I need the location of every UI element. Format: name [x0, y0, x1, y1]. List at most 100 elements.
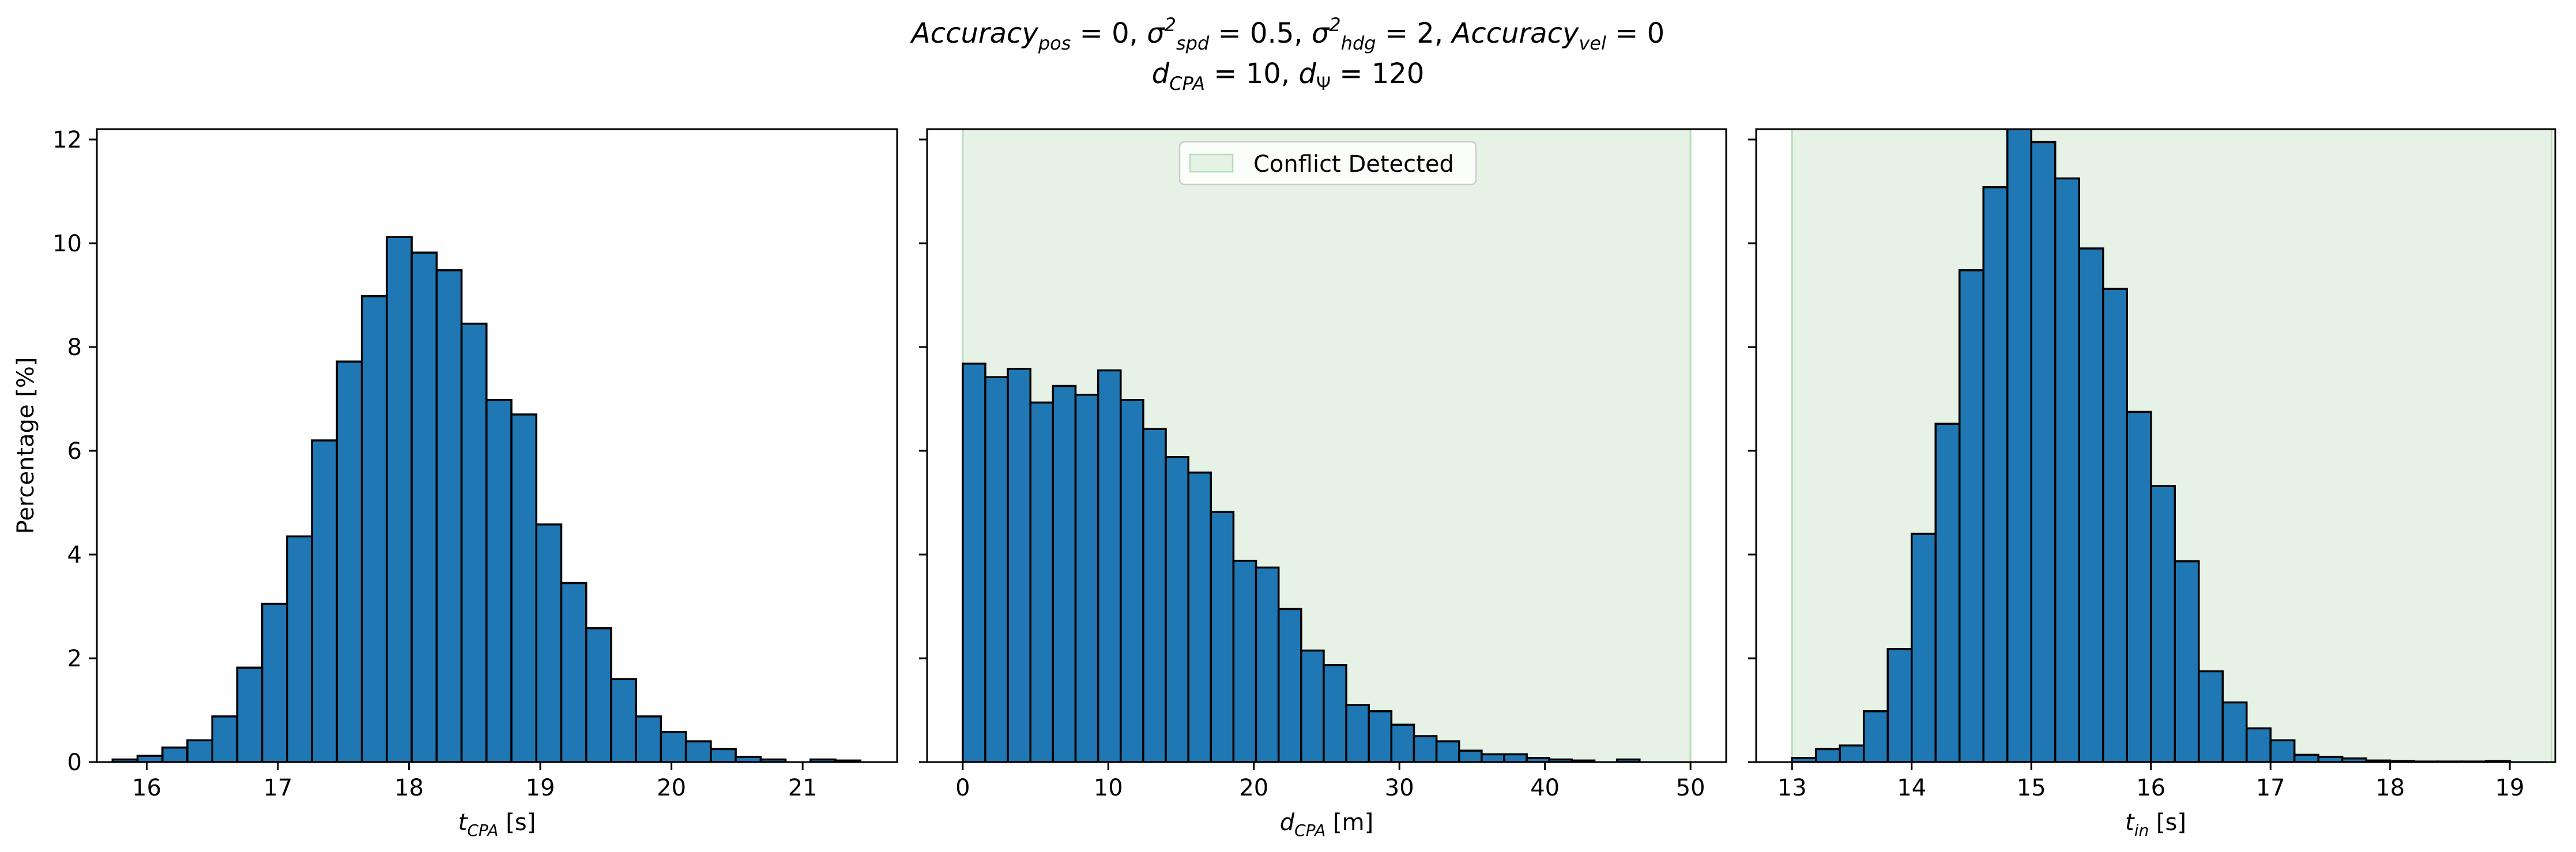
- histogram-bar: [510, 413, 538, 762]
- histogram-bar: [1007, 368, 1031, 762]
- histogram-bar: [535, 523, 563, 762]
- histogram-bar: [1300, 649, 1325, 762]
- histogram-bar: [660, 731, 687, 762]
- panel-tcpa-histogram: 16 17 18 19 20 21 0 2 4 6 8 10 12 tCPA [s] Percentage …: [13, 127, 898, 840]
- panel-dcpa-histogram: 0 10 20 30 40 50 dCPA [m] Conflict Detected: [919, 128, 1727, 840]
- histogram-bar: [635, 715, 662, 762]
- axes-frame: [926, 128, 1727, 763]
- histogram-bar: [684, 740, 712, 762]
- histogram-bar: [386, 236, 413, 762]
- histogram-bar: [1413, 735, 1438, 762]
- x-tick-label: 15: [2017, 775, 2046, 801]
- histogram-bar: [2078, 247, 2104, 762]
- x-tick-label: 19: [526, 775, 555, 801]
- histogram-bar: [236, 666, 263, 762]
- legend-swatch: [1189, 153, 1234, 173]
- y-tick-label: 12: [52, 127, 82, 153]
- histogram-bar: [2197, 670, 2224, 762]
- x-axis-label: tCPA [s]: [458, 809, 536, 840]
- histogram-bar: [1615, 758, 1641, 762]
- histogram-bar: [1934, 423, 1961, 762]
- histogram-bar: [984, 376, 1009, 762]
- y-tick-label: 6: [67, 438, 82, 465]
- histogram-bar: [460, 322, 488, 762]
- histogram-bar: [1886, 648, 1913, 762]
- histogram-bar: [136, 755, 164, 762]
- histogram-bar: [1958, 269, 1984, 762]
- histogram-bar: [1074, 394, 1099, 762]
- x-tick-label: 40: [1530, 775, 1560, 801]
- x-tick-label: 17: [2256, 775, 2285, 801]
- x-tick-label: 10: [1094, 775, 1123, 801]
- legend: Conflict Detected: [1178, 141, 1477, 186]
- histogram-bar: [1187, 472, 1212, 762]
- plot-area: [962, 129, 1692, 762]
- figure-title-line2: dCPA = 10, dΨ = 120: [1152, 58, 1425, 95]
- histogram-bar: [1277, 608, 1302, 762]
- x-tick-label: 0: [955, 775, 970, 801]
- axes-frame: [1755, 128, 2556, 763]
- histogram-bar: [1503, 753, 1528, 762]
- histogram-bar: [261, 602, 288, 762]
- x-tick-label: 16: [132, 775, 161, 801]
- histogram-bar: [1458, 749, 1483, 762]
- x-tick-label: 14: [1897, 775, 1926, 801]
- histogram-bar: [610, 678, 637, 762]
- histogram-bar: [2174, 560, 2200, 762]
- histogram-bar: [1210, 511, 1235, 762]
- histogram-bar: [435, 269, 463, 762]
- histogram-bar: [1097, 369, 1122, 762]
- histogram-bar: [2293, 753, 2319, 762]
- histogram-bar: [2269, 739, 2296, 762]
- histogram-bar: [2030, 141, 2057, 762]
- histogram-bar: [211, 715, 239, 762]
- histogram-bar: [1910, 533, 1937, 762]
- histogram-bar: [2126, 410, 2152, 762]
- histogram-bar: [2006, 129, 2032, 762]
- x-axis-label: dCPA [m]: [1280, 809, 1373, 840]
- y-axis-label: Percentage [%]: [13, 357, 39, 534]
- panel-tin-histogram: 13 14 15 16 17 18 19 tin [s]: [1748, 128, 2556, 840]
- y-tick-label: 0: [67, 749, 82, 776]
- y-tick-label: 2: [67, 646, 82, 672]
- x-tick-label: 18: [394, 775, 424, 801]
- x-tick-label: 16: [2136, 775, 2166, 801]
- x-tick-label: 50: [1676, 775, 1705, 801]
- histogram-bar: [1368, 710, 1393, 762]
- x-tick-label: 13: [1777, 775, 1807, 801]
- histogram-bar: [759, 758, 787, 762]
- histogram-bar: [1142, 428, 1167, 762]
- histogram-bar: [161, 747, 189, 762]
- histogram-bar: [560, 582, 587, 762]
- histogram-bar: [1814, 748, 1841, 762]
- x-tick-label: 21: [788, 775, 818, 801]
- histogram-bar: [1862, 710, 1889, 762]
- histogram-bar: [1232, 560, 1257, 762]
- legend-box: [1178, 141, 1477, 186]
- histogram-bar: [2054, 177, 2080, 762]
- x-axis-label: tin [s]: [2125, 809, 2186, 840]
- histogram-bar: [1345, 704, 1370, 762]
- histogram-bar: [2221, 701, 2248, 762]
- histogram-bar: [1029, 401, 1054, 762]
- histogram-bar: [360, 295, 388, 762]
- histogram-bar: [410, 251, 438, 762]
- histogram-bar: [1120, 399, 1144, 762]
- plot-area: [111, 236, 862, 762]
- histogram-bar: [1165, 456, 1189, 762]
- histogram-bar: [1390, 723, 1415, 762]
- histogram-bar: [2245, 727, 2272, 762]
- histogram-bar: [485, 399, 513, 762]
- x-tick-label: 19: [2495, 775, 2525, 801]
- plot-area: [1791, 129, 2553, 762]
- y-tick-label: 10: [52, 231, 82, 257]
- y-tick-label: 8: [67, 334, 82, 361]
- histogram-bar: [1481, 753, 1505, 762]
- axes-frame: [96, 128, 898, 763]
- histogram-bar: [186, 739, 213, 762]
- histogram-bar: [1839, 744, 1865, 762]
- histogram-bar: [585, 627, 612, 762]
- histogram-bar: [286, 535, 313, 762]
- x-tick-label: 20: [657, 775, 686, 801]
